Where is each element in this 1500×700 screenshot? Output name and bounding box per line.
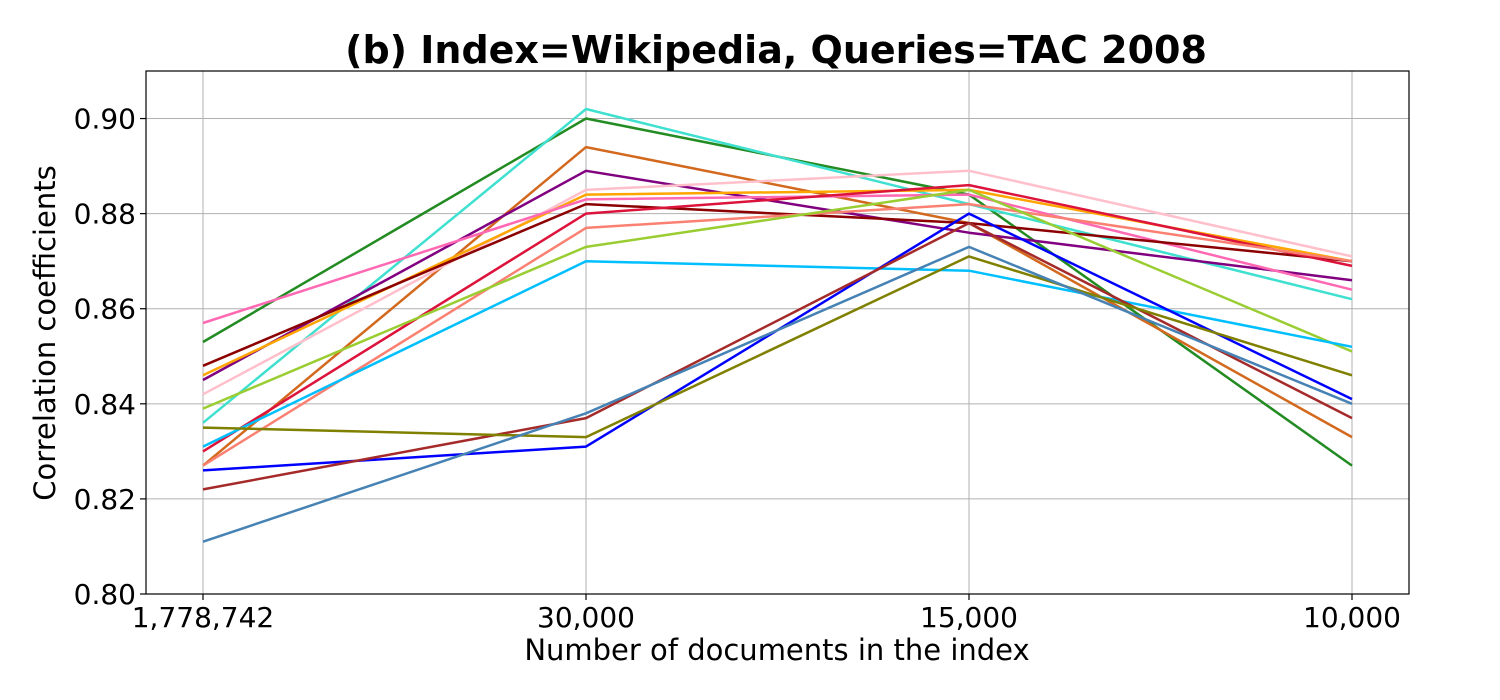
series-line-15	[202, 255, 1353, 439]
series-line-10	[202, 202, 1353, 467]
x-tick-label: 15,000	[920, 601, 1018, 634]
y-tick-label: 0.80	[74, 578, 136, 611]
y-tick-label: 0.90	[74, 103, 136, 136]
y-tick-label: 0.84	[74, 388, 136, 421]
y-tick-label: 0.86	[74, 293, 136, 326]
y-axis-label: Correlation coefficients	[28, 165, 62, 500]
series-line-5	[202, 169, 1353, 396]
series-line-11	[202, 188, 1353, 410]
plot-frame	[145, 70, 1410, 595]
y-tick-labels: 0.80 0.82 0.84 0.86 0.88 0.90	[74, 103, 136, 611]
series-line-12	[202, 259, 1353, 448]
series-line-3	[202, 145, 1353, 467]
series-line-2	[202, 107, 1353, 424]
x-axis-label: Number of documents in the index	[524, 633, 1029, 667]
series-line-4	[202, 169, 1353, 382]
series-line-8	[202, 202, 1353, 367]
series-line-16	[202, 245, 1353, 543]
chart-title: (b) Index=Wikipedia, Queries=TAC 2008	[345, 28, 1207, 72]
series-line-14	[202, 221, 1353, 491]
x-tick-label: 30,000	[537, 601, 635, 634]
series-line-9	[202, 183, 1353, 453]
x-tick-labels: 1,778,742 30,000 15,000 10,000	[132, 601, 1401, 634]
x-tick-label: 1,778,742	[132, 601, 275, 634]
y-tick-label: 0.82	[74, 483, 136, 516]
y-tick-label: 0.88	[74, 198, 136, 231]
series-lines	[202, 107, 1353, 543]
x-tick-label: 10,000	[1303, 601, 1401, 634]
